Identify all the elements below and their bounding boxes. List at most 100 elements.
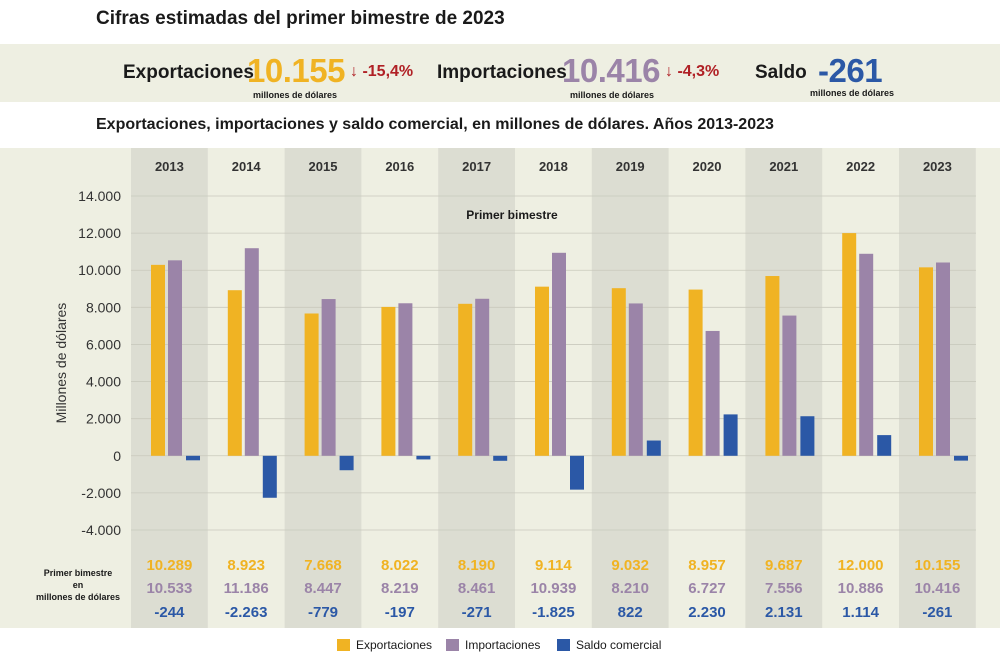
bar-saldo-comercial-2020	[723, 414, 738, 456]
legend-imports: Importaciones	[446, 638, 540, 652]
year-label: 2020	[693, 159, 722, 174]
bar-saldo-comercial-2018	[570, 455, 584, 490]
y-tick-label: 12.000	[78, 225, 121, 241]
table-row-label: Primer bimestre	[44, 568, 113, 578]
bar-exportaciones-2022	[842, 233, 857, 456]
bar-exportaciones-2016	[381, 306, 396, 456]
bar-exportaciones-2013	[151, 264, 165, 456]
bar-exportaciones-2020	[688, 289, 703, 456]
year-label: 2015	[309, 159, 338, 174]
table-value-exports: 8.923	[227, 557, 265, 574]
table-value-balance: 822	[618, 604, 643, 621]
table-value-exports: 8.190	[458, 557, 496, 574]
table-value-exports: 8.957	[688, 557, 726, 574]
bar-exportaciones-2017	[458, 303, 473, 456]
table-value-balance: -779	[308, 604, 338, 621]
page-title: Cifras estimadas del primer bimestre de …	[96, 8, 505, 29]
y-tick-label: -2.000	[81, 485, 121, 501]
table-value-exports: 12.000	[838, 557, 884, 574]
table-value-imports: 6.727	[688, 580, 726, 597]
table-value-imports: 8.219	[381, 580, 419, 597]
bar-saldo-comercial-2021	[800, 416, 815, 456]
year-label: 2014	[232, 159, 262, 174]
exports-value: 10.155	[247, 52, 345, 89]
table-value-exports: 10.155	[914, 557, 960, 574]
table-row-label: millones de dólares	[36, 592, 120, 602]
imports-change: ↓ -4,3%	[665, 63, 720, 80]
table-value-imports: 8.447	[304, 580, 342, 597]
bar-exportaciones-2021	[765, 276, 780, 456]
y-axis-label: Millones de dólares	[53, 303, 69, 424]
bar-exportaciones-2014	[227, 290, 242, 456]
exports-change: ↓ -15,4%	[350, 63, 414, 80]
bar-importaciones-2021	[782, 315, 797, 456]
table-value-imports: 10.533	[146, 580, 192, 597]
table-value-balance: 2.230	[688, 604, 726, 621]
table-value-imports: 8.461	[458, 580, 496, 597]
legend-label-exports: Exportaciones	[356, 638, 433, 652]
legend-label-balance: Saldo comercial	[576, 638, 662, 652]
table-value-exports: 8.022	[381, 557, 419, 574]
bar-exportaciones-2023	[919, 267, 933, 456]
bar-importaciones-2022	[859, 253, 874, 456]
year-label: 2016	[385, 159, 414, 174]
table-value-imports: 10.886	[838, 580, 884, 597]
table-value-imports: 11.186	[224, 580, 269, 597]
table-value-balance: -197	[385, 604, 415, 621]
year-label: 2018	[539, 159, 568, 174]
imports-value: 10.416	[562, 52, 660, 89]
year-label: 2023	[923, 159, 952, 174]
kpi-band: Exportaciones 10.155 millones de dólares…	[0, 44, 1000, 102]
table-value-exports: 9.687	[765, 557, 803, 574]
imports-label: Importaciones	[437, 62, 567, 83]
table-value-imports: 8.210	[611, 580, 649, 597]
table-value-imports: 10.416	[914, 580, 960, 597]
bar-importaciones-2017	[475, 298, 490, 456]
bar-saldo-comercial-2022	[877, 435, 892, 456]
bar-saldo-comercial-2015	[339, 455, 354, 471]
year-label: 2019	[616, 159, 645, 174]
bar-importaciones-2018	[552, 252, 566, 456]
bar-importaciones-2016	[398, 303, 413, 456]
bar-saldo-comercial-2016	[416, 455, 431, 460]
legend-swatch-exports	[337, 639, 350, 651]
table-value-exports: 10.289	[146, 557, 192, 574]
bar-importaciones-2023	[936, 262, 950, 456]
legend-balance: Saldo comercial	[557, 638, 661, 652]
year-label: 2017	[462, 159, 491, 174]
y-tick-label: 0	[113, 448, 121, 464]
legend-swatch-balance	[557, 639, 570, 651]
y-tick-label: 8.000	[86, 299, 121, 315]
balance-value: -261	[818, 52, 883, 89]
bar-exportaciones-2018	[535, 286, 549, 456]
bar-importaciones-2020	[705, 330, 720, 456]
table-value-imports: 10.939	[530, 580, 576, 597]
table-row-label: en	[73, 580, 84, 590]
table-value-balance: 1.114	[842, 604, 879, 621]
y-tick-label: 4.000	[86, 374, 121, 390]
bar-saldo-comercial-2014	[262, 455, 277, 498]
year-label: 2022	[846, 159, 875, 174]
year-label: 2013	[155, 159, 184, 174]
bar-importaciones-2019	[628, 303, 643, 456]
balance-label: Saldo	[755, 62, 807, 83]
table-value-balance: -2.263	[225, 604, 268, 621]
table-value-balance: -271	[462, 604, 492, 621]
bar-importaciones-2015	[321, 299, 336, 456]
bar-chart: 14.000 12.000 10.000 8.000 6.000 4.000 2.000 0 -…	[36, 148, 976, 628]
table-value-exports: 7.668	[304, 557, 342, 574]
legend-exports: Exportaciones	[337, 638, 432, 652]
table-value-exports: 9.114	[535, 557, 572, 574]
bar-saldo-comercial-2023	[954, 455, 968, 461]
y-tick-label: 10.000	[78, 262, 121, 278]
y-tick-label: -4.000	[81, 522, 121, 538]
bar-importaciones-2014	[244, 248, 259, 456]
table-value-balance: -1.825	[532, 604, 575, 621]
exports-label: Exportaciones	[123, 62, 254, 83]
chart-annotation: Primer bimestre	[466, 208, 558, 222]
table-value-balance: -261	[922, 604, 952, 621]
table-value-balance: 2.131	[765, 604, 803, 621]
bar-saldo-comercial-2013	[186, 455, 200, 461]
year-label: 2021	[769, 159, 798, 174]
bar-exportaciones-2015	[304, 313, 319, 456]
